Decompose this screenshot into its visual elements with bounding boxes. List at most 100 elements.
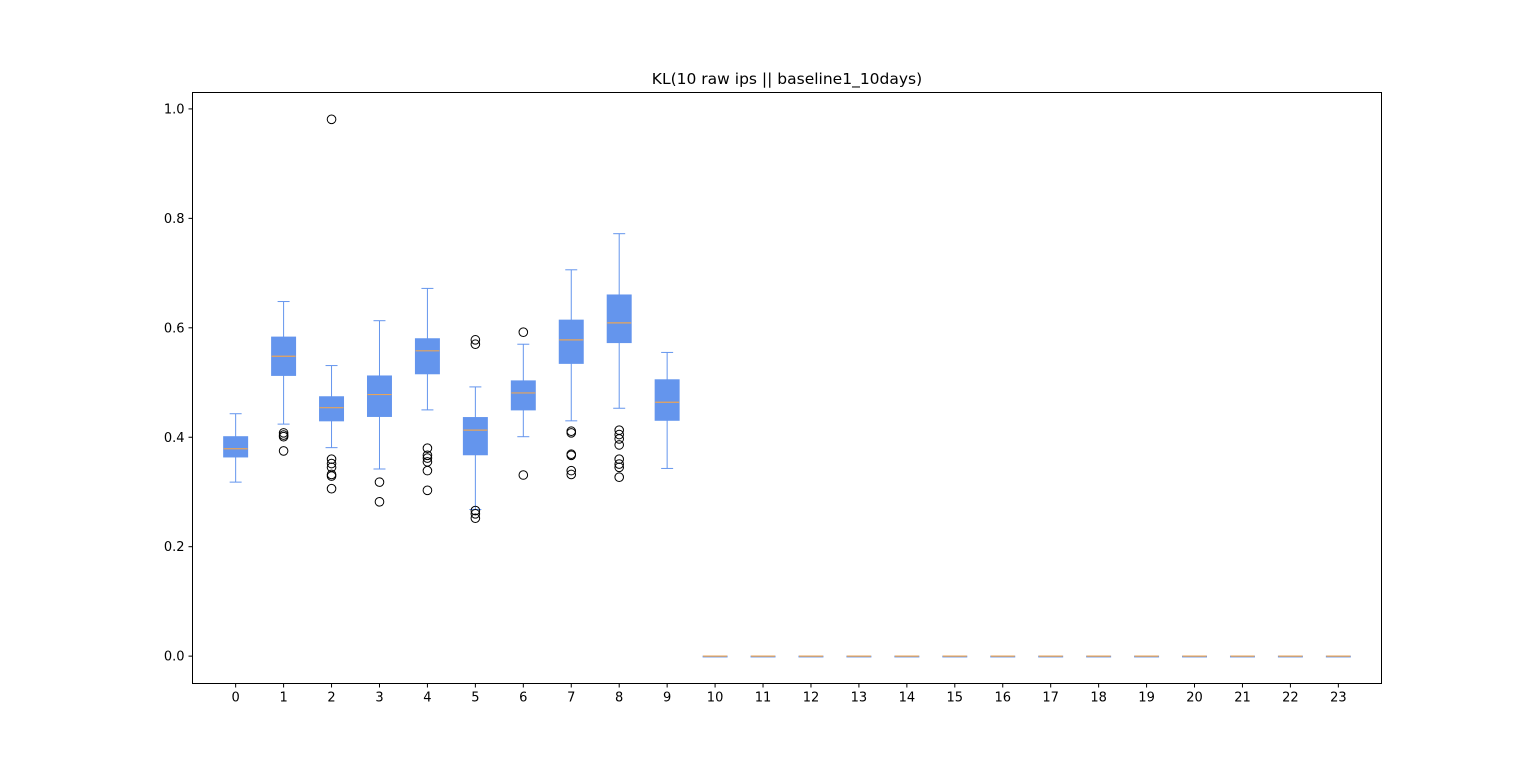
outlier-point <box>470 509 481 519</box>
outlier-point <box>614 440 624 450</box>
outlier-point <box>422 485 433 496</box>
box-group-12 <box>798 655 824 658</box>
y-tick-label: 0.8 <box>164 212 185 227</box>
outlier-point <box>278 428 289 438</box>
box-group-2 <box>319 114 345 494</box>
outlier-point <box>470 339 481 350</box>
box-group-16 <box>990 655 1016 658</box>
outlier-point <box>422 453 433 463</box>
outlier-point <box>326 458 337 469</box>
chart-title: KL(10 raw ips || baseline1_10days) <box>652 70 922 89</box>
x-tick-label: 9 <box>663 691 671 706</box>
outlier-point <box>278 446 289 456</box>
x-tick-label: 1 <box>279 691 287 706</box>
outlier-point <box>374 477 385 487</box>
x-tick-label: 15 <box>947 691 964 706</box>
box-group-1 <box>271 301 297 456</box>
box-iqr <box>414 338 440 375</box>
box-group-3 <box>366 320 392 507</box>
box-group-6 <box>510 327 536 480</box>
box-iqr <box>654 379 680 421</box>
axes-frame <box>192 92 1382 684</box>
box-group-9 <box>654 351 680 469</box>
outlier-point <box>422 465 433 476</box>
outlier-point <box>566 426 577 437</box>
box-group-7 <box>558 269 584 480</box>
outlier-point <box>566 469 577 480</box>
outlier-point <box>326 469 337 480</box>
box-group-17 <box>1038 655 1064 658</box>
axes: 0 1 2 3 4 5 6 7 8 9 10 11 12 13 14 15 16 17 18 19 20 21 22 230.… <box>164 102 1347 705</box>
x-tick-label: 5 <box>471 691 479 706</box>
x-tick-label: 17 <box>1042 691 1059 706</box>
outlier-point <box>422 457 433 467</box>
box-group-23 <box>1325 655 1351 658</box>
box-group-21 <box>1229 655 1255 658</box>
box-group-14 <box>894 655 920 658</box>
y-tick-label: 0.4 <box>164 431 185 446</box>
y-tick-label: 0.6 <box>164 321 185 336</box>
x-tick-label: 23 <box>1330 691 1347 706</box>
outlier-point <box>326 483 337 494</box>
box-group-10 <box>702 655 728 658</box>
x-tick-label: 7 <box>567 691 575 706</box>
box-iqr <box>223 436 249 458</box>
x-tick-label: 6 <box>519 691 527 706</box>
outlier-point <box>566 465 577 476</box>
box-group-5 <box>462 335 488 524</box>
box-group-15 <box>942 655 968 658</box>
box-group-4 <box>414 287 440 496</box>
outlier-point <box>614 454 624 464</box>
x-tick-label: 10 <box>707 691 724 706</box>
x-tick-label: 12 <box>803 691 820 706</box>
box-iqr <box>319 396 345 422</box>
y-tick-label: 1.0 <box>164 102 185 117</box>
box-group-13 <box>846 655 872 658</box>
box-iqr <box>558 319 584 364</box>
outlier-point <box>518 470 529 480</box>
outlier-point <box>470 505 481 516</box>
box-iqr <box>606 294 632 344</box>
x-tick-label: 20 <box>1186 691 1203 706</box>
outlier-point <box>566 449 577 460</box>
box-group-20 <box>1182 655 1208 658</box>
x-tick-label: 8 <box>615 691 623 706</box>
outlier-point <box>326 454 337 464</box>
x-tick-label: 14 <box>899 691 916 706</box>
box-group-19 <box>1134 655 1160 658</box>
box-iqr <box>462 417 488 456</box>
box-iqr <box>510 380 536 411</box>
box-group-8 <box>606 233 632 482</box>
x-tick-label: 16 <box>994 691 1011 706</box>
outlier-point <box>518 327 529 337</box>
outlier-point <box>326 114 337 125</box>
outlier-point <box>470 513 481 524</box>
outlier-point <box>278 430 289 440</box>
x-tick-label: 18 <box>1090 691 1107 706</box>
x-tick-label: 2 <box>327 691 335 706</box>
outlier-point <box>422 450 433 461</box>
outlier-point <box>614 429 624 440</box>
y-tick-label: 0.0 <box>164 650 185 665</box>
box-group-22 <box>1277 655 1303 658</box>
box-group-11 <box>750 655 776 658</box>
x-tick-label: 3 <box>375 691 383 706</box>
x-tick-label: 22 <box>1282 691 1299 706</box>
x-tick-label: 11 <box>755 691 772 706</box>
box-group-18 <box>1086 655 1112 658</box>
outlier-point <box>614 459 624 469</box>
x-tick-label: 19 <box>1138 691 1155 706</box>
outlier-point <box>374 497 385 507</box>
x-tick-label: 0 <box>232 691 240 706</box>
box-group-0 <box>223 413 249 483</box>
x-tick-label: 4 <box>423 691 431 706</box>
outlier-point <box>422 443 433 453</box>
outlier-point <box>614 472 624 482</box>
outlier-point <box>470 335 481 345</box>
box-iqr <box>366 375 392 417</box>
y-tick-label: 0.2 <box>164 540 185 555</box>
outlier-point <box>614 425 624 435</box>
x-tick-label: 21 <box>1234 691 1251 706</box>
plot-area <box>223 114 1351 658</box>
